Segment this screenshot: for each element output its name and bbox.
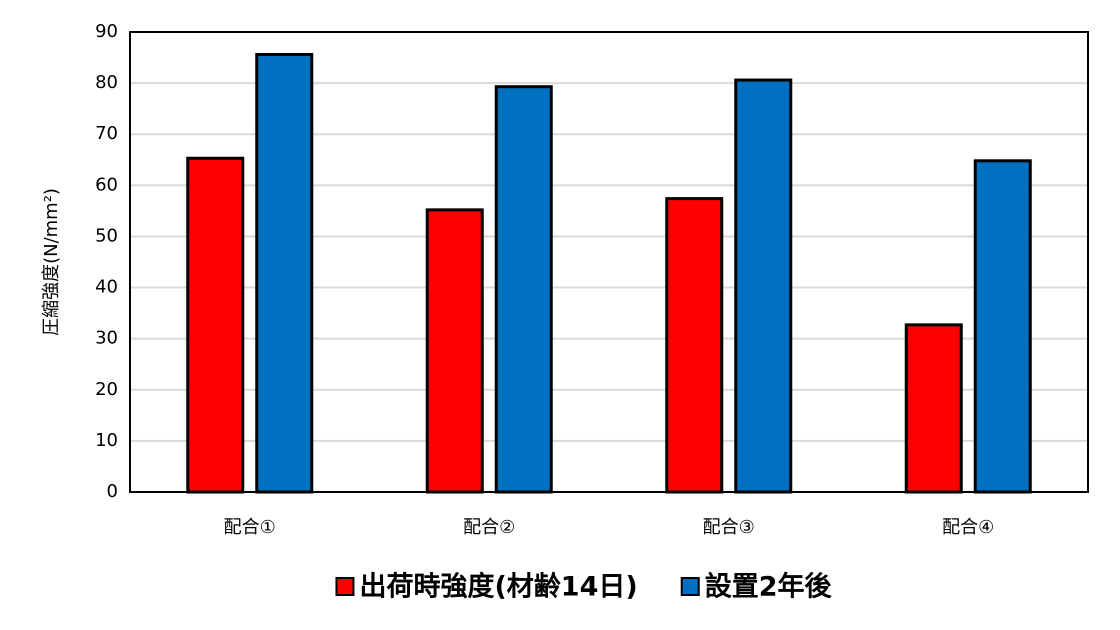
bar — [186, 156, 245, 494]
y-tick-label: 10 — [95, 430, 118, 451]
y-tick-label: 50 — [95, 225, 118, 246]
bar — [734, 78, 793, 494]
y-tick-label: 70 — [95, 123, 118, 144]
y-tick-label: 30 — [95, 328, 118, 349]
legend: 出荷時強度(材齢14日) 設置2年後 — [335, 571, 833, 603]
y-tick-label: 20 — [95, 379, 118, 400]
y-tick-label: 90 — [95, 21, 118, 42]
y-tick-label: 80 — [95, 72, 118, 93]
x-tick-label: 配合① — [224, 517, 276, 538]
bar — [255, 52, 314, 494]
bar — [973, 159, 1032, 494]
legend-swatch — [335, 577, 355, 596]
bar — [904, 323, 963, 494]
legend-label: 出荷時強度(材齢14日) — [359, 571, 637, 603]
plot-border — [129, 31, 1089, 493]
x-tick-label: 配合③ — [703, 517, 755, 538]
legend-swatch — [680, 577, 700, 596]
y-axis-label: 圧縮強度(N/mm²) — [41, 188, 62, 336]
legend-label: 設置2年後 — [705, 571, 833, 603]
bar — [665, 197, 724, 494]
y-tick-label: 0 — [107, 481, 118, 502]
bar — [425, 208, 484, 494]
y-tick-label: 60 — [95, 174, 118, 195]
y-tick-label: 40 — [95, 277, 118, 298]
bar — [494, 85, 553, 494]
x-tick-label: 配合② — [463, 517, 515, 538]
x-tick-label: 配合④ — [942, 517, 994, 538]
